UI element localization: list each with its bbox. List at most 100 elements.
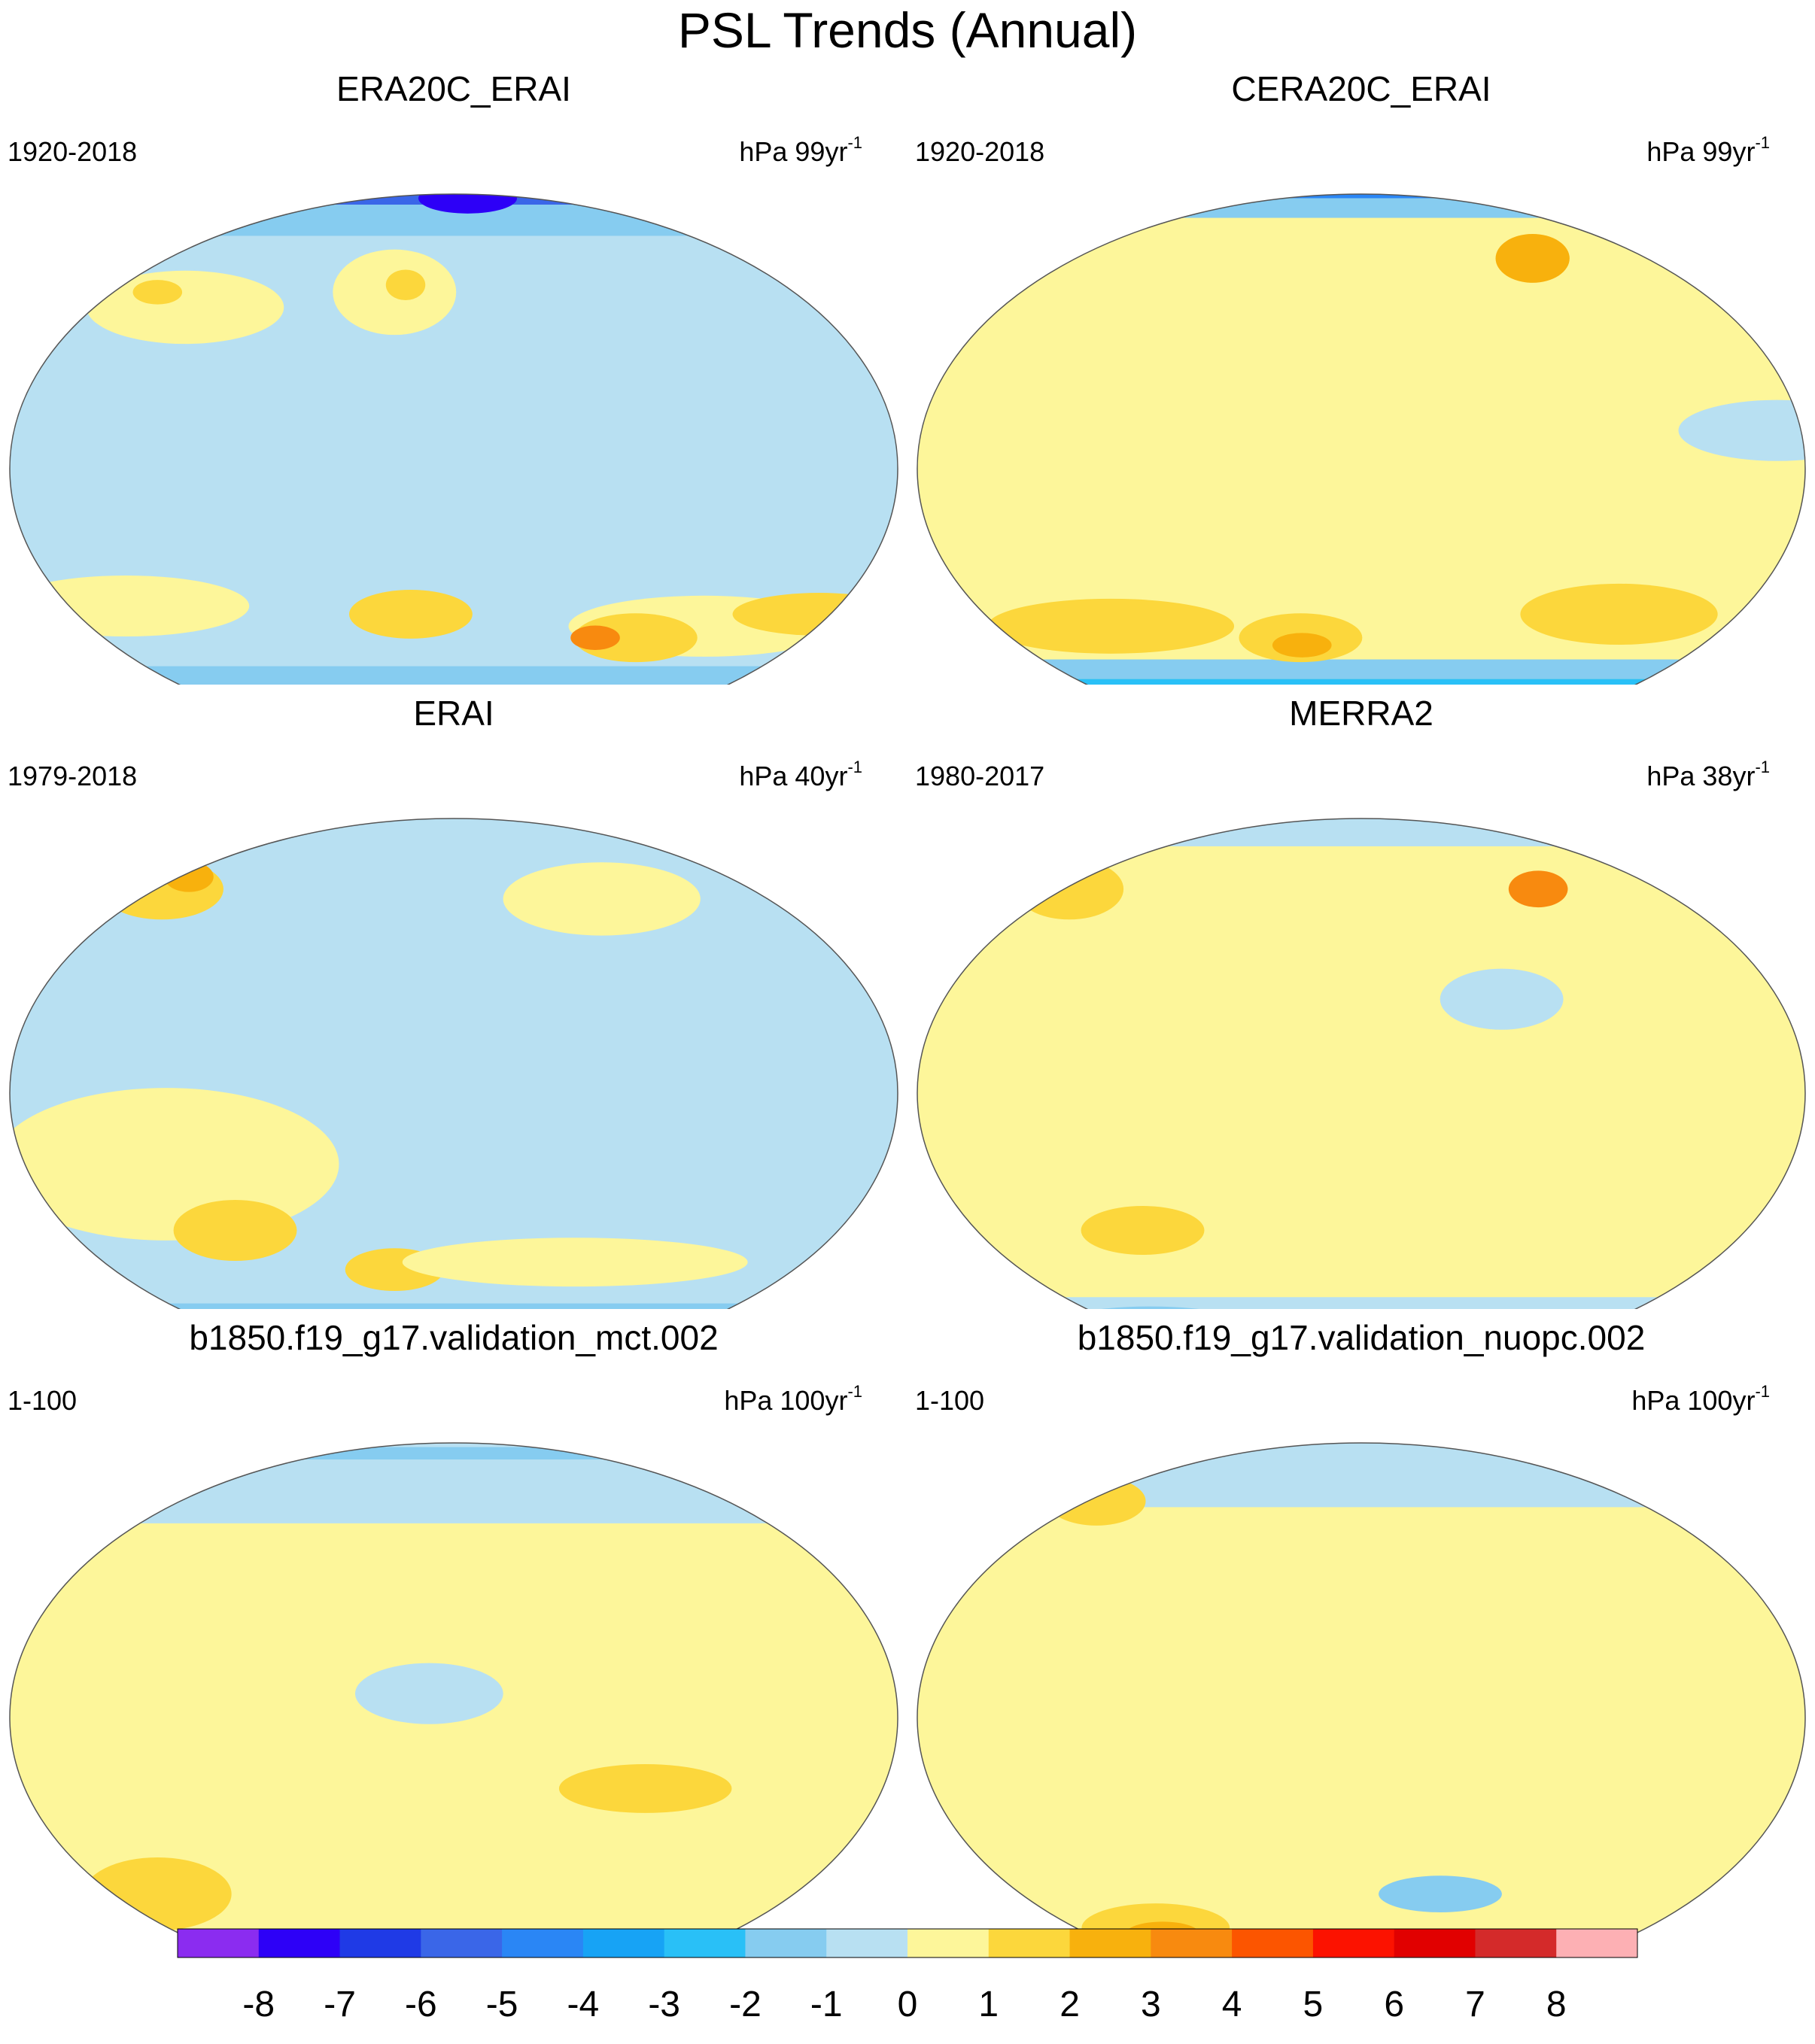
units-exponent: -1: [1755, 758, 1770, 776]
map-panel: b1850.f19_g17.validation_mct.002 1-100 hPa…: [0, 1309, 908, 1933]
anomaly-region: [1520, 583, 1718, 645]
main-title: PSL Trends (Annual): [677, 2, 1138, 58]
anomaly-region: [503, 862, 701, 936]
colorbar-tick-label: -6: [405, 1985, 437, 2024]
colorbar-tick-label: -3: [648, 1985, 680, 2024]
colorbar-swatch: [1069, 1929, 1151, 1957]
map-outline: [9, 193, 898, 685]
colorbar-tick-label: 7: [1465, 1985, 1485, 2024]
colorbar-tick-label: 8: [1546, 1985, 1567, 2024]
colorbar-tick-label: 2: [1060, 1985, 1080, 2024]
colorbar-swatch: [502, 1929, 584, 1957]
anomaly-region: [1081, 1206, 1205, 1255]
units-exponent: -1: [847, 133, 862, 152]
anomaly-region: [1379, 1875, 1502, 1912]
latitude-band: [10, 1447, 898, 1460]
anomaly-region: [1125, 1921, 1200, 1933]
map-canvas: [917, 193, 1806, 685]
anomaly-region: [385, 269, 426, 301]
colorbar-tick-label: -8: [242, 1985, 275, 2024]
panel-title: b1850.f19_g17.validation_mct.002: [189, 1318, 719, 1357]
colorbar-tick-label: -1: [810, 1985, 843, 2024]
units-label: hPa 99yr: [739, 136, 848, 167]
units-label: hPa 40yr: [739, 761, 848, 791]
units-exponent: -1: [847, 758, 862, 776]
map-outline: [917, 1442, 1806, 1933]
colorbar-tick-label: 5: [1303, 1985, 1324, 2024]
colorbar-swatch: [1232, 1929, 1314, 1957]
colorbar-tick-label: -2: [729, 1985, 762, 2024]
panel-units: hPa 99yr-1: [1646, 129, 1770, 169]
colorbar-tick-label: 1: [978, 1985, 999, 2024]
colorbar-swatch: [745, 1929, 827, 1957]
colorbar-swatch: [1312, 1929, 1395, 1957]
panel-title: MERRA2: [1289, 694, 1433, 733]
map-outline: [917, 193, 1806, 685]
colorbar-swatch: [339, 1929, 421, 1957]
colorbar-tick-label: -5: [486, 1985, 518, 2024]
panel-units: hPa 100yr-1: [724, 1378, 862, 1417]
units-exponent: -1: [1755, 1382, 1770, 1401]
panel-units: hPa 99yr-1: [739, 129, 862, 169]
map-panel: CERA20C_ERAI 1920-2018 hPa 99yr-1: [908, 60, 1815, 685]
map-canvas: [9, 1442, 898, 1933]
units-label: hPa 38yr: [1646, 761, 1756, 791]
map-panel: ERA20C_ERAI 1920-2018 hPa 99yr-1: [0, 60, 908, 685]
units-label: hPa 100yr: [1631, 1385, 1756, 1416]
panel-units: hPa 40yr-1: [739, 754, 862, 793]
colorbar-swatch: [1151, 1929, 1233, 1957]
anomaly-region: [1047, 1476, 1146, 1526]
anomaly-region: [354, 1663, 503, 1724]
panel-period: 1920-2018: [915, 136, 1045, 167]
panel-title: b1850.f19_g17.validation_nuopc.002: [1077, 1318, 1646, 1357]
colorbar-tick-label: 4: [1222, 1985, 1242, 2024]
panel-period: 1980-2017: [915, 761, 1045, 791]
units-label: hPa 100yr: [724, 1385, 848, 1416]
colorbar-tick-label: 0: [898, 1985, 918, 2024]
latitude-band: [10, 666, 898, 685]
colorbar-swatch: [258, 1929, 341, 1957]
map-canvas: [917, 818, 1806, 1309]
colorbar-swatch: [421, 1929, 503, 1957]
units-exponent: -1: [847, 1382, 862, 1401]
latitude-band: [917, 198, 1805, 218]
colorbar-swatch: [664, 1929, 746, 1957]
panel-period: 1920-2018: [8, 136, 138, 167]
anomaly-region: [1440, 968, 1564, 1030]
latitude-band: [917, 194, 1805, 199]
panel-units: hPa 38yr-1: [1646, 754, 1770, 793]
panel-title: ERAI: [413, 694, 494, 733]
map-canvas: [9, 193, 898, 685]
anomaly-region: [164, 861, 214, 892]
latitude-band: [917, 1297, 1805, 1309]
anomaly-region: [573, 613, 698, 663]
anomaly-region: [570, 625, 620, 650]
colorbar-swatch: [1556, 1929, 1638, 1957]
colorbar-swatch: [988, 1929, 1071, 1957]
colorbar-tick-label: 6: [1384, 1985, 1404, 2024]
anomaly-region: [1272, 633, 1332, 658]
map-panel: b1850.f19_g17.validation_nuopc.002 1-100 h…: [908, 1309, 1815, 1933]
map-outline: [9, 1442, 898, 1933]
latitude-band: [917, 819, 1805, 846]
map-outline: [9, 818, 898, 1309]
anomaly-region: [987, 598, 1235, 654]
map-canvas: [9, 818, 898, 1309]
anomaly-region: [173, 1199, 297, 1262]
panel-title: CERA20C_ERAI: [1231, 69, 1491, 108]
map-panel: ERAI 1979-2018 hPa 40yr-1: [0, 685, 908, 1309]
panel-units: hPa 100yr-1: [1631, 1378, 1770, 1417]
units-exponent: -1: [1755, 133, 1770, 152]
anomaly-region: [1508, 870, 1568, 908]
colorbar-tick-label: -7: [324, 1985, 356, 2024]
anomaly-region: [732, 593, 898, 636]
anomaly-region: [87, 270, 284, 345]
anomaly-region: [348, 589, 473, 639]
colorbar-swatch: [826, 1929, 908, 1957]
panel-period: 1-100: [8, 1385, 78, 1416]
map-canvas: [917, 1442, 1806, 1933]
anomaly-region: [402, 1238, 748, 1287]
latitude-band: [917, 659, 1805, 679]
colorbar-swatch: [178, 1929, 260, 1957]
colorbar-tick-label: -4: [567, 1985, 600, 2024]
